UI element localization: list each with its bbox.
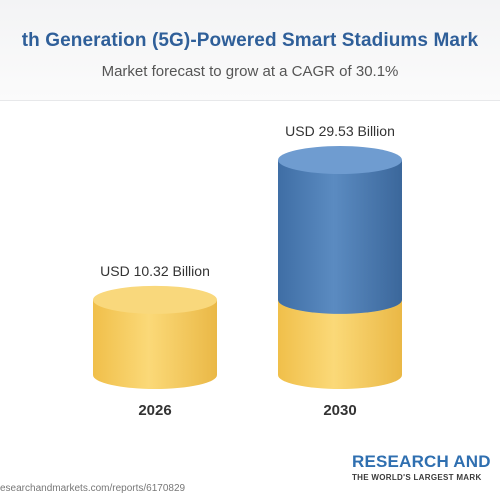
- bar-2026-top: [93, 285, 217, 314]
- chart-subtitle: Market forecast to grow at a CAGR of 30.…: [101, 63, 399, 80]
- bar-2030-growth-body: [278, 160, 402, 314]
- x-tick-2026: 2026: [138, 402, 171, 419]
- header-band: [0, 0, 500, 101]
- bar-2030-growth-top: [278, 146, 402, 174]
- publisher-logo: RESEARCH AND THE WORLD'S LARGEST MARK: [352, 452, 500, 482]
- data-label-2030: USD 29.53 Billion: [285, 123, 395, 139]
- bar-2030-base-body: [278, 299, 402, 389]
- chart-title: th Generation (5G)-Powered Smart Stadium…: [21, 30, 479, 51]
- data-label-2026: USD 10.32 Billion: [100, 263, 210, 279]
- x-tick-2030: 2030: [323, 402, 356, 419]
- source-url[interactable]: esearchandmarkets.com/reports/6170829: [0, 483, 186, 494]
- logo-name: RESEARCH AND: [352, 452, 491, 471]
- bar-2026-body: [93, 299, 217, 389]
- logo-tagline: THE WORLD'S LARGEST MARK: [352, 473, 482, 482]
